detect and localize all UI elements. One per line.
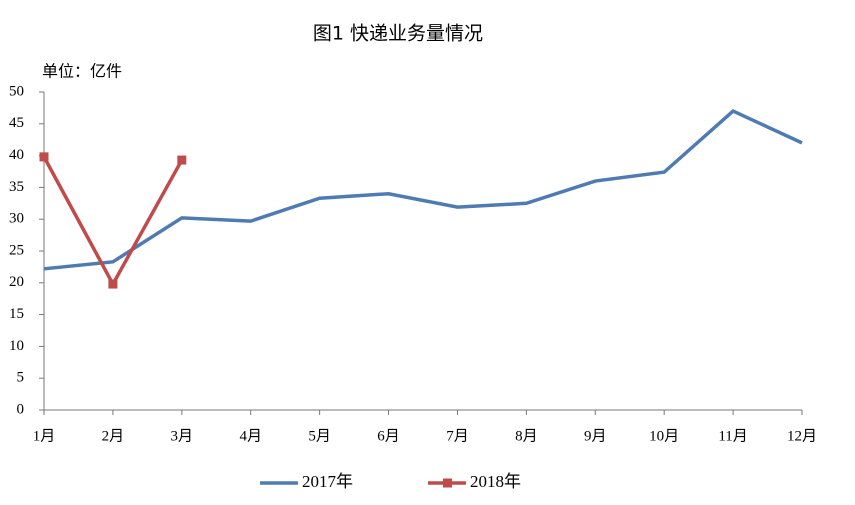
y-tick-label: 15 (9, 306, 24, 322)
y-unit-label: 单位：亿件 (42, 62, 122, 81)
legend-label: 2018年 (470, 472, 521, 491)
y-tick-label: 35 (9, 179, 24, 195)
y-tick-label: 25 (9, 242, 24, 258)
x-tick-label: 2月 (102, 428, 125, 444)
y-tick-label: 45 (9, 115, 24, 131)
x-tick-label: 5月 (308, 428, 331, 444)
legend-marker (443, 478, 452, 488)
x-tick-label: 3月 (171, 428, 194, 444)
x-tick-label: 11月 (718, 428, 747, 444)
x-tick-label: 7月 (446, 428, 469, 444)
y-tick-label: 20 (9, 274, 24, 290)
point-marker (108, 279, 118, 289)
x-tick-label: 1月 (33, 428, 56, 444)
x-tick-label: 9月 (584, 428, 607, 444)
x-tick-label: 8月 (515, 428, 538, 444)
y-tick-label: 50 (9, 83, 24, 99)
y-tick-label: 30 (9, 211, 24, 227)
y-tick-label: 5 (17, 370, 25, 386)
x-tick-label: 6月 (377, 428, 400, 444)
point-marker (177, 155, 187, 165)
y-tick-label: 10 (9, 338, 24, 354)
y-tick-label: 40 (9, 147, 24, 163)
y-tick-label: 0 (17, 401, 25, 417)
series-line (43, 109, 803, 271)
legend-label: 2017年 (302, 472, 353, 491)
x-tick-label: 12月 (787, 428, 817, 444)
point-marker (39, 152, 49, 162)
x-tick-label: 4月 (239, 428, 262, 444)
chart-title: 图1 快递业务量情况 (313, 23, 483, 45)
x-tick-label: 10月 (649, 428, 679, 444)
